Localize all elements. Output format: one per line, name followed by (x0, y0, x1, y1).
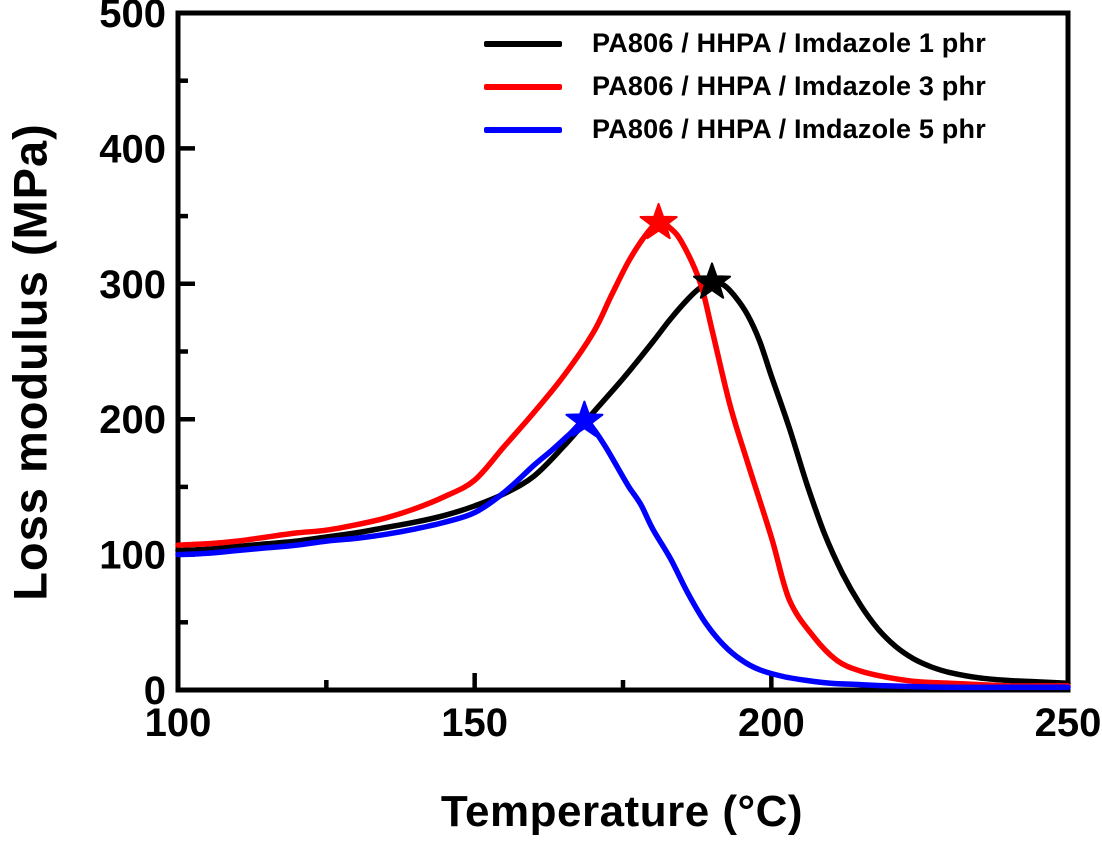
y-tick-label: 300 (99, 263, 166, 307)
x-tick-label: 200 (738, 701, 805, 745)
x-tick-label: 250 (1035, 701, 1102, 745)
series-line-0 (175, 279, 1071, 686)
x-tick-label: 100 (145, 701, 212, 745)
series-line-2 (175, 417, 1071, 691)
legend-line-swatch-black (484, 40, 562, 47)
legend: PA806 / HHPA / Imdazole 1 phr PA806 / HH… (484, 22, 986, 151)
legend-line-swatch-red (484, 83, 562, 90)
legend-label: PA806 / HHPA / Imdazole 1 phr (592, 28, 986, 58)
legend-item-5phr: PA806 / HHPA / Imdazole 5 phr (484, 108, 986, 151)
legend-label: PA806 / HHPA / Imdazole 3 phr (592, 71, 986, 101)
peak-star-marker-0 (692, 262, 732, 299)
y-tick-label: 400 (99, 127, 166, 171)
legend-item-1phr: PA806 / HHPA / Imdazole 1 phr (484, 22, 986, 65)
y-tick-label: 200 (99, 398, 166, 442)
legend-item-3phr: PA806 / HHPA / Imdazole 3 phr (484, 65, 986, 108)
peak-star-marker-2 (565, 400, 604, 437)
x-tick-label: 150 (441, 701, 508, 745)
y-tick-label: 100 (99, 534, 166, 578)
legend-line-swatch-blue (484, 126, 562, 133)
series-line-1 (175, 219, 1071, 689)
x-axis-title: Temperature (°C) (440, 787, 804, 836)
y-tick-label: 0 (144, 669, 166, 713)
legend-label: PA806 / HHPA / Imdazole 5 phr (592, 114, 986, 144)
peak-star-marker-1 (639, 202, 678, 240)
y-axis-title: Loss modulus (MPa) (3, 123, 57, 601)
y-tick-label: 500 (99, 0, 166, 36)
